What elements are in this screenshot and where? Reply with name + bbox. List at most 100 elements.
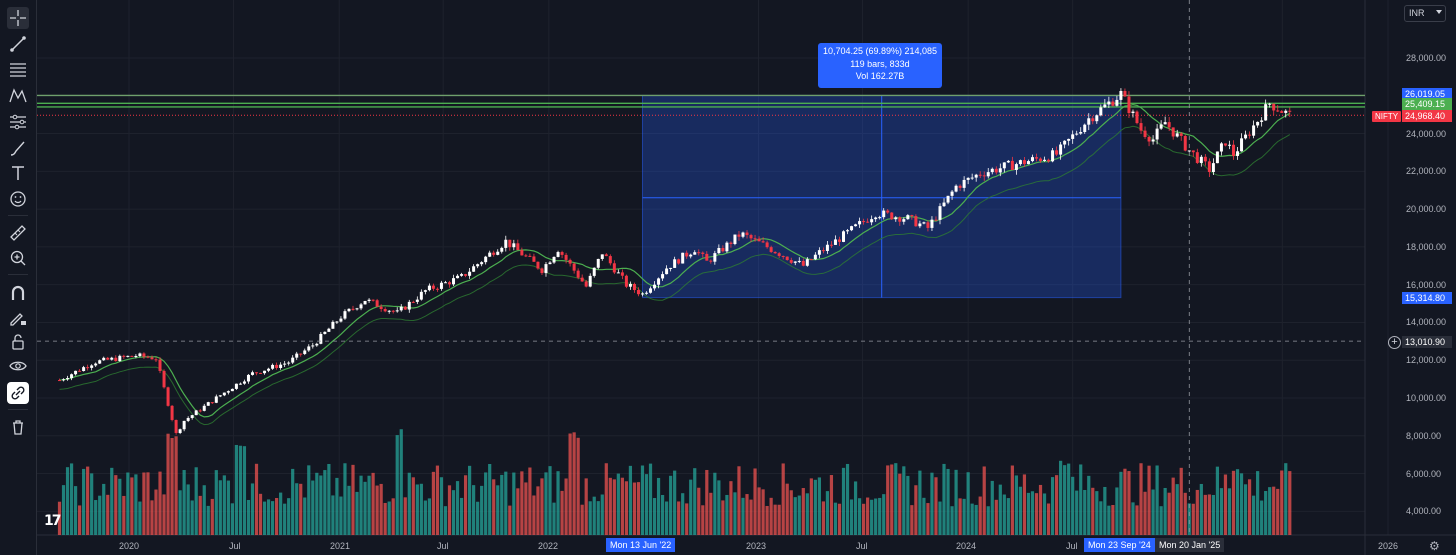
candle-body	[632, 283, 636, 291]
trend-line-icon	[10, 36, 26, 52]
pattern-tool[interactable]	[7, 85, 29, 107]
volume-bar	[423, 500, 427, 535]
moving-average-line	[59, 103, 1291, 418]
candle-body	[600, 254, 604, 259]
currency-select[interactable]: INR	[1404, 5, 1446, 22]
candle-body	[842, 231, 846, 242]
ruler-tool[interactable]	[7, 222, 29, 244]
volume-bar	[186, 484, 190, 535]
volume-bar	[524, 482, 528, 535]
candle-body	[922, 222, 926, 224]
volume-bar	[270, 501, 275, 535]
volume-bar	[275, 497, 279, 535]
lock-tool[interactable]	[7, 331, 29, 353]
trend-line-tool[interactable]	[7, 33, 29, 55]
volume-bar	[258, 493, 263, 535]
volume-bar	[701, 505, 705, 535]
lock-draw-tool[interactable]	[7, 307, 29, 329]
time-tick: 2020	[119, 541, 140, 551]
volume-bar	[580, 504, 584, 535]
volume-bar	[548, 466, 552, 535]
volume-bar	[845, 463, 850, 535]
price-chart[interactable]	[37, 0, 1456, 555]
volume-bar	[315, 472, 319, 535]
candle-body	[1006, 160, 1010, 163]
volume-bar	[242, 446, 247, 535]
volume-bar	[476, 501, 480, 535]
candle-body	[1123, 90, 1127, 97]
zoom-tool[interactable]	[7, 247, 29, 269]
candle-body	[906, 215, 910, 220]
candle-body	[926, 222, 930, 228]
volume-bar	[1026, 492, 1031, 535]
settings-gear-icon[interactable]: ⚙	[1429, 539, 1440, 553]
volume-bar	[536, 486, 540, 535]
candle-body	[1191, 150, 1195, 153]
candle-body	[186, 418, 190, 421]
candle-body	[657, 278, 661, 285]
fib-retracement-icon	[10, 63, 26, 77]
candle-body	[1248, 134, 1252, 136]
volume-bar	[765, 505, 769, 535]
candle-body	[737, 234, 741, 237]
volume-bar	[725, 494, 729, 535]
volume-bar	[773, 504, 777, 535]
price-tick: 24,000.00	[1406, 129, 1447, 139]
volume-bar	[793, 497, 797, 535]
visibility-tool[interactable]	[7, 355, 29, 377]
emoji-tool[interactable]	[7, 188, 29, 210]
volume-bar	[1095, 491, 1099, 535]
candle-body	[267, 368, 271, 371]
volume-bar	[689, 479, 693, 535]
candle-body	[665, 268, 669, 275]
volume-bar	[1231, 470, 1236, 535]
forecast-tool[interactable]	[7, 111, 29, 133]
candle-body	[1159, 124, 1163, 129]
candle-body	[130, 355, 134, 357]
volume-bar	[568, 433, 572, 535]
candle-body	[355, 308, 359, 310]
volume-bar	[769, 497, 773, 535]
candle-body	[138, 353, 142, 357]
volume-bar	[632, 482, 637, 535]
volume-bar	[61, 485, 66, 535]
candle-body	[158, 359, 162, 371]
add-plus-icon[interactable]: +	[1388, 336, 1401, 349]
volume-bar	[399, 429, 403, 535]
volume-bar	[435, 465, 440, 535]
volume-bar	[761, 489, 765, 535]
candle-body	[837, 239, 841, 242]
volume-bar	[1215, 466, 1220, 535]
text-tool[interactable]	[7, 162, 29, 184]
volume-bar	[556, 471, 560, 535]
volume-bar	[1219, 488, 1224, 535]
volume-bar	[894, 463, 898, 535]
candle-body	[568, 259, 572, 264]
candle-body	[431, 285, 435, 289]
volume-bar	[532, 495, 536, 535]
magnet-tool[interactable]	[7, 282, 29, 304]
candle-body	[829, 244, 833, 246]
volume-bar	[1239, 473, 1244, 535]
link-tool[interactable]	[7, 382, 29, 404]
fib-tool[interactable]	[7, 59, 29, 81]
crosshair-tool[interactable]	[7, 7, 29, 29]
candle-body	[150, 357, 154, 360]
candle-body	[472, 266, 476, 272]
candle-body	[958, 185, 962, 188]
candle-body	[166, 387, 170, 406]
volume-bar	[1143, 491, 1147, 535]
candle-body	[335, 321, 339, 323]
delete-tool[interactable]	[7, 416, 29, 438]
candle-body	[134, 356, 138, 358]
volume-bar	[1235, 469, 1240, 535]
candle-body	[813, 254, 817, 260]
volume-bar	[882, 494, 886, 535]
brush-tool[interactable]	[7, 137, 29, 159]
candle-body	[375, 300, 379, 307]
volume-bar	[946, 468, 950, 535]
candle-body	[644, 292, 648, 294]
price-tick: 20,000.00	[1406, 204, 1447, 214]
candle-body	[636, 290, 640, 295]
volume-bar	[323, 470, 327, 535]
